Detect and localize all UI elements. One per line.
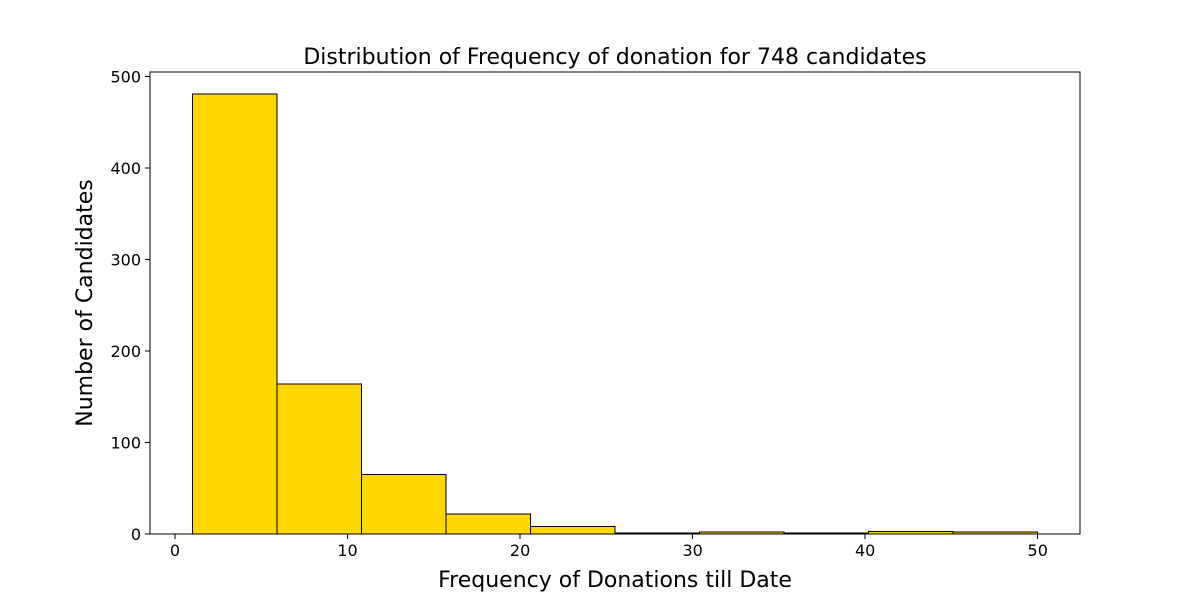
histogram-bar-5 (529, 526, 616, 535)
x-ticks-layer: 0 10 20 30 40 50 (170, 534, 1048, 560)
y-tick-label-400: 400 (110, 159, 141, 178)
histogram-bar-4 (445, 513, 531, 535)
histogram-bar-2 (276, 383, 362, 535)
x-axis-title: Frequency of Donations till Date (438, 568, 792, 593)
x-tick-label-50: 50 (1028, 541, 1048, 560)
bars-layer (191, 93, 1039, 535)
histogram-bar-1 (191, 93, 278, 535)
plot-frame (149, 71, 1081, 535)
x-tick-label-0: 0 (170, 541, 180, 560)
x-tick-label-30: 30 (682, 541, 702, 560)
x-tick-label-10: 10 (337, 541, 357, 560)
y-tick-label-100: 100 (110, 434, 141, 453)
y-tick-label-0: 0 (131, 525, 141, 544)
y-tick-label-500: 500 (110, 68, 141, 87)
y-axis-title: Number of Candidates (73, 179, 98, 427)
histogram-bar-3 (360, 474, 447, 535)
y-ticks-layer: 0 100 200 300 400 500 (110, 68, 150, 544)
x-tick-label-20: 20 (510, 541, 530, 560)
y-tick-label-300: 300 (110, 251, 141, 270)
chart-title: Distribution of Frequency of donation fo… (303, 45, 926, 70)
y-tick-label-200: 200 (110, 342, 141, 361)
x-tick-label-40: 40 (855, 541, 875, 560)
